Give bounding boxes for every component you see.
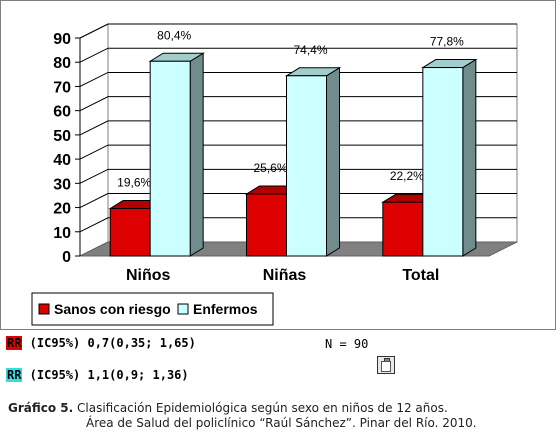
rr-text-1: (IC95%) 0,7(0,35; 1,65) [22, 336, 196, 350]
data-label: 77,8% [430, 35, 464, 49]
legend: Sanos con riesgo Enfermos [31, 292, 274, 326]
gridline [79, 193, 517, 209]
bar-side [326, 66, 340, 257]
x-tick-label: Total [402, 267, 439, 284]
data-label: 19,6% [117, 176, 151, 190]
data-label: 22,2% [390, 169, 424, 183]
y-tick-label: 50 [53, 128, 71, 145]
gridline [79, 71, 517, 87]
y-tick-label: 60 [53, 104, 71, 121]
y-tick-label: 10 [53, 225, 71, 242]
y-tick-label: 20 [53, 201, 71, 218]
y-tick-label: 0 [62, 249, 71, 266]
legend-swatch [177, 303, 189, 315]
rr-annotation-1: RR (IC95%) 0,7(0,35; 1,65) [6, 336, 196, 350]
gridline [79, 144, 517, 160]
x-tick-label: Niños [126, 267, 171, 284]
gridline [79, 168, 517, 184]
y-tick-label: 90 [53, 31, 71, 48]
data-label: 80,4% [157, 28, 191, 42]
bar [382, 201, 424, 257]
caption-line-1: Clasificación Epidemiológica según sexo … [73, 401, 448, 415]
bar [422, 67, 464, 257]
gridline [79, 23, 517, 39]
data-label: 25,6% [253, 161, 287, 175]
bar [149, 60, 191, 257]
gridline [79, 120, 517, 136]
bar [246, 193, 287, 257]
bar [286, 75, 327, 257]
y-tick-label: 40 [53, 152, 71, 169]
clipboard-icon[interactable] [377, 356, 395, 374]
bar-side [189, 52, 204, 257]
gridline [79, 47, 517, 63]
gridline [79, 96, 517, 112]
caption-line-2: Área de Salud del policlínico “Raúl Sánc… [86, 416, 477, 430]
rr-tag-2: RR [6, 368, 23, 382]
sample-size-label: N = 90 [325, 337, 369, 351]
legend-label: Sanos con riesgo [54, 301, 171, 317]
legend-swatch [38, 303, 50, 315]
chart-frame: 0 10 20 30 40 50 60 70 80 90 19,6% 80,4% Niños 25,6% 7… [0, 0, 556, 330]
caption-label: Gráfico 5. [8, 401, 74, 415]
y-tick-label: 70 [53, 79, 71, 96]
figure-caption: Gráfico 5. Clasificación Epidemiológica … [8, 401, 477, 431]
bar-chart: 0 10 20 30 40 50 60 70 80 90 19,6% 80,4% Niños 25,6% 7… [31, 23, 518, 326]
rr-text-2: (IC95%) 1,1(0,9; 1,36) [22, 368, 189, 382]
gridline [79, 217, 517, 233]
side-wall [79, 23, 109, 257]
bar [109, 208, 151, 257]
y-tick-label: 30 [53, 176, 71, 193]
bar-side [462, 58, 477, 257]
legend-label: Enfermos [193, 301, 258, 317]
data-label: 74,4% [293, 43, 327, 57]
rr-tag-1: RR [6, 336, 23, 350]
y-tick-label: 80 [53, 55, 71, 72]
legend-box [31, 292, 274, 326]
x-tick-label: Niñas [263, 267, 307, 284]
rr-annotation-2: RR (IC95%) 1,1(0,9; 1,36) [6, 368, 189, 382]
